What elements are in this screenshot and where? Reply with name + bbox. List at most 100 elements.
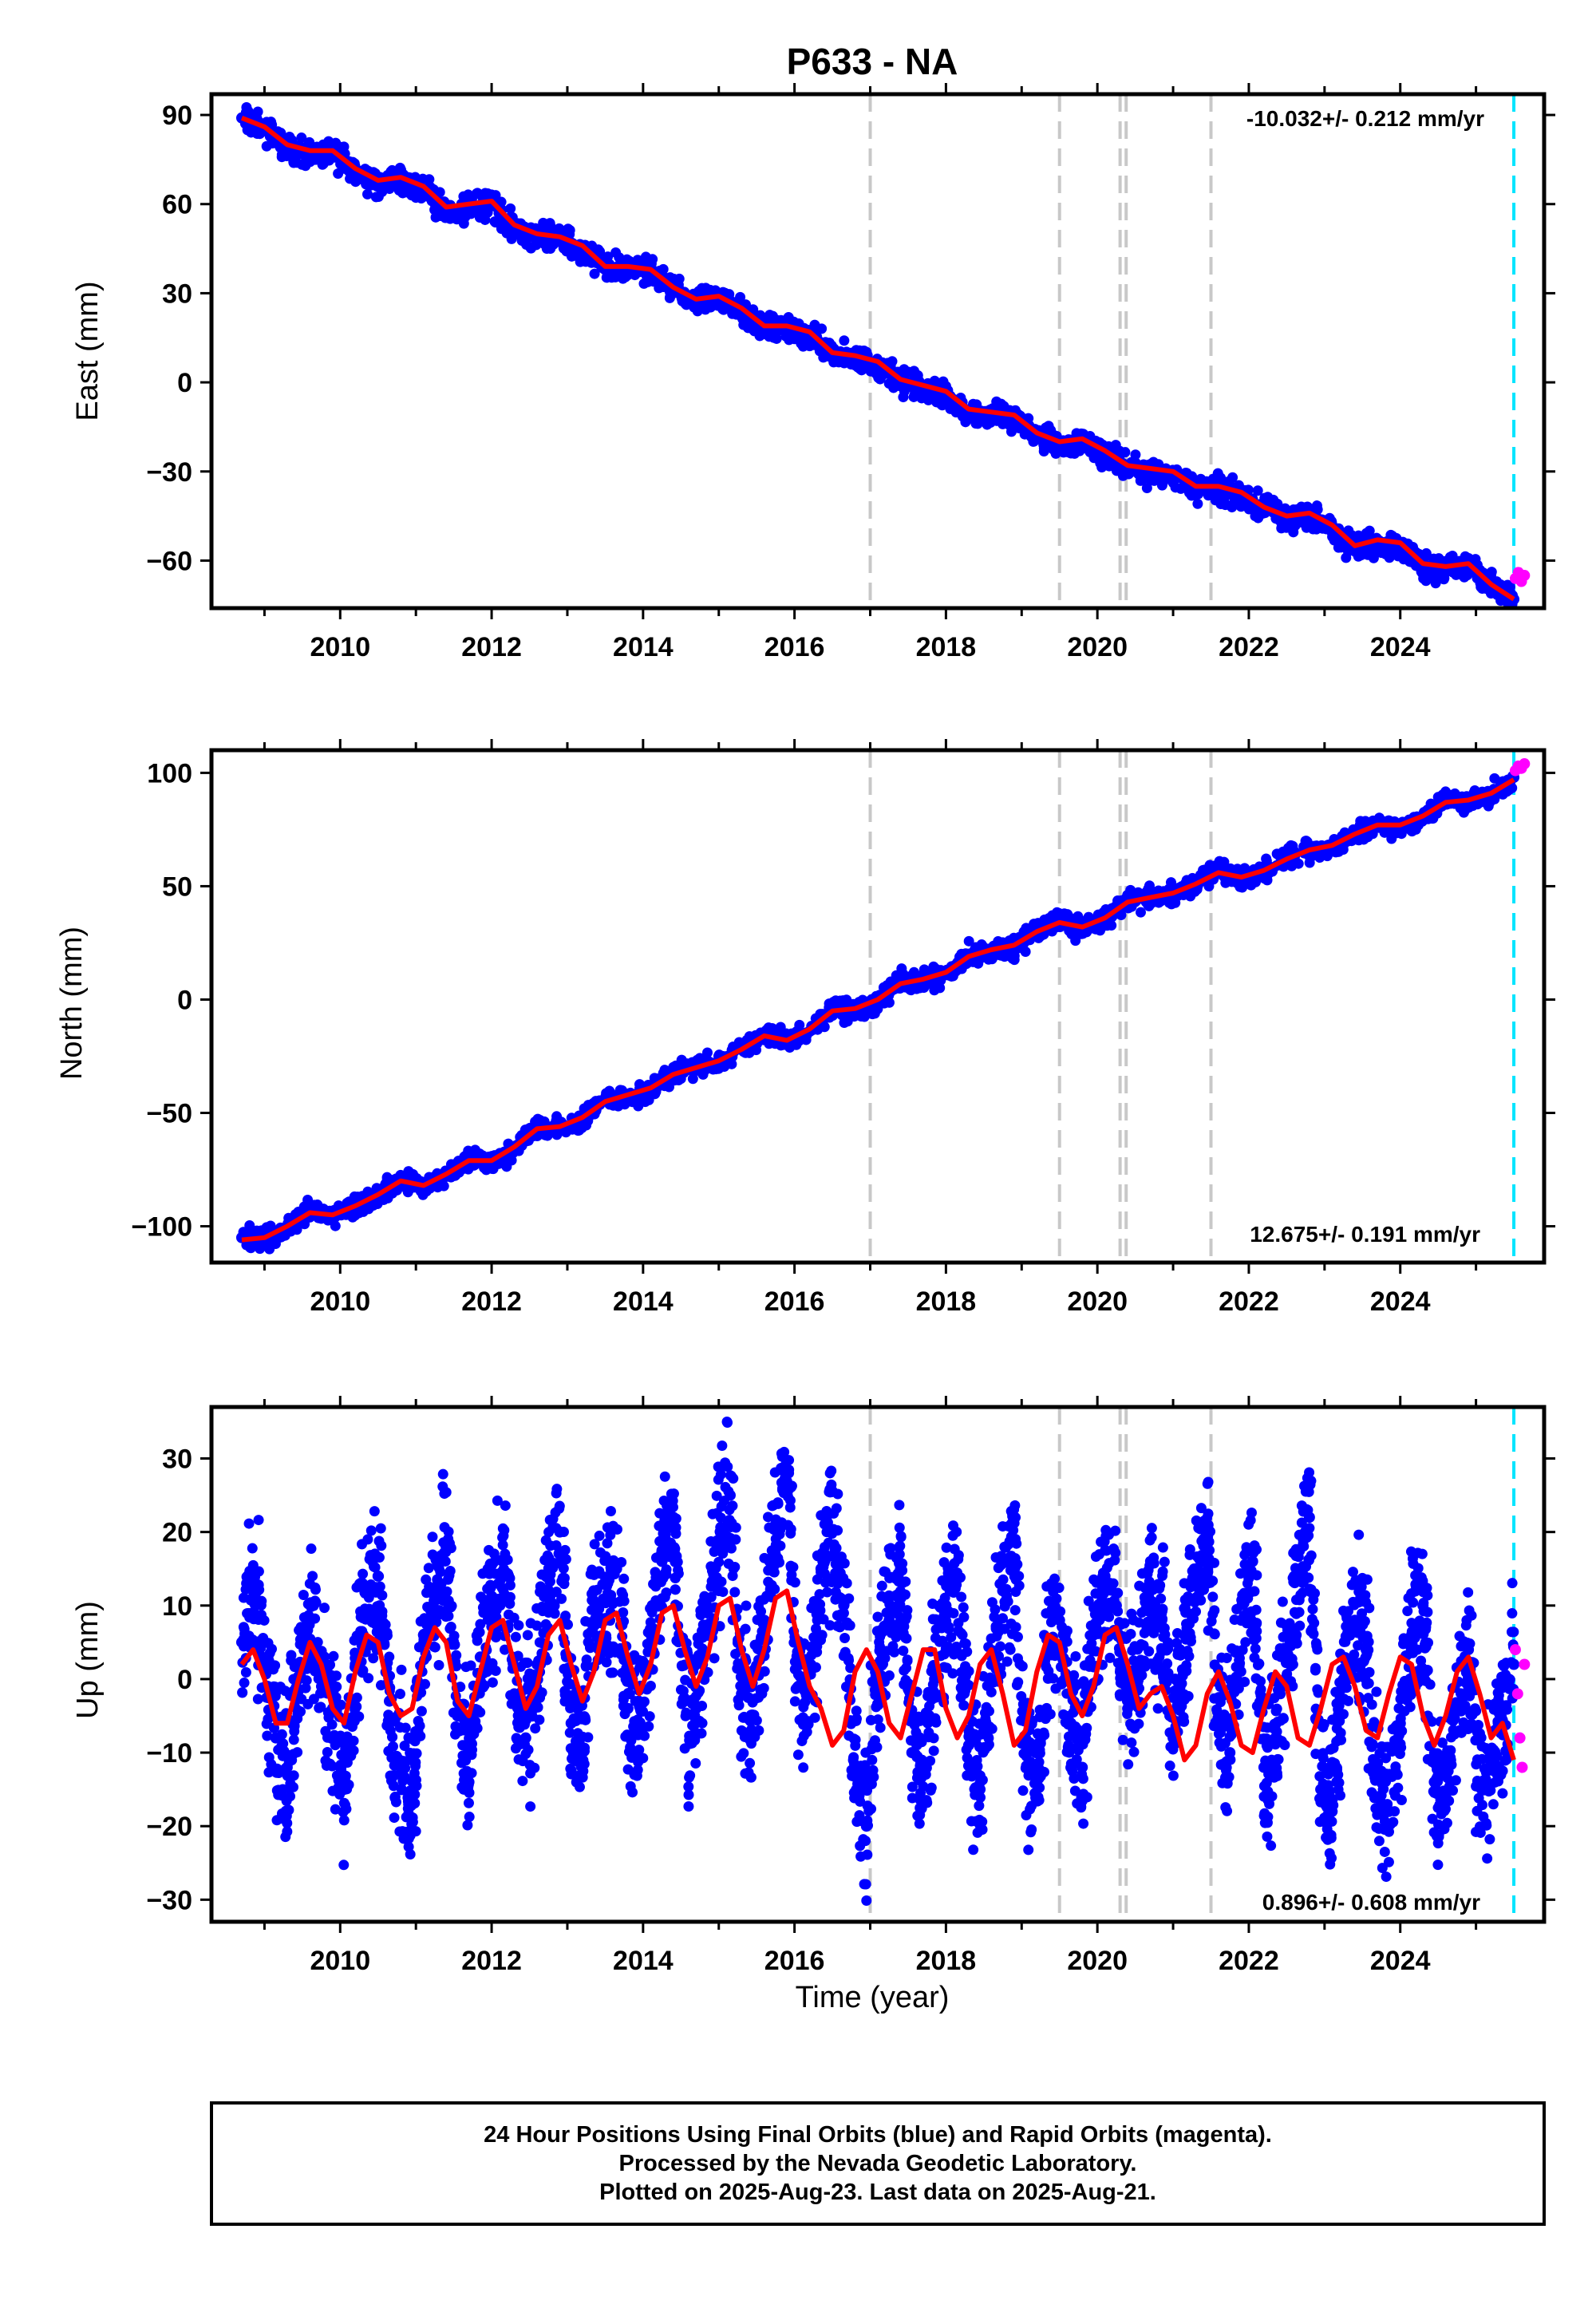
up-scatter-point [430, 1554, 441, 1565]
east-scatter-point [692, 306, 703, 317]
east-scatter-point [322, 137, 334, 148]
up-scatter-point [524, 1760, 535, 1771]
east-y-tick-label: −60 [146, 546, 192, 576]
up-scatter-point [531, 1620, 543, 1631]
up-scatter-point [475, 1618, 486, 1630]
north-scatter-point [1286, 840, 1297, 851]
east-scatter-point [855, 363, 866, 374]
east-y-tick-label: −30 [146, 457, 192, 488]
east-scatter-point [362, 188, 373, 200]
east-scatter-point [971, 399, 982, 410]
up-scatter-point [411, 1780, 422, 1792]
east-x-tick-label: 2014 [613, 632, 674, 662]
east-x-tick-label: 2010 [310, 632, 370, 662]
east-scatter-point [1227, 502, 1238, 513]
east-scatter-point [647, 254, 658, 265]
up-scatter-point [396, 1664, 407, 1675]
up-scatter-point [295, 1706, 306, 1717]
up-scatter-point [466, 1738, 477, 1749]
north-y-tick-label: 0 [177, 985, 192, 1015]
east-scatter-point [727, 308, 738, 319]
up-scatter-point [271, 1686, 282, 1697]
east-scatter-point [1133, 468, 1144, 480]
up-scatter-point [403, 1833, 414, 1844]
east-x-tick-label: 2024 [1370, 632, 1431, 662]
up-scatter-point [292, 1747, 303, 1758]
north-scatter-point [405, 1184, 416, 1195]
north-scatter-point [918, 964, 930, 975]
up-scatter-point [429, 1642, 440, 1653]
up-scatter-point [263, 1650, 274, 1661]
up-scatter-point [243, 1518, 255, 1529]
up-scatter-point [295, 1622, 306, 1633]
east-scatter-point [873, 372, 884, 383]
north-scatter-point [1507, 782, 1518, 793]
up-scatter-point [437, 1468, 448, 1480]
north-scatter-point [963, 935, 974, 947]
east-scatter-point [429, 204, 440, 215]
east-scatter-point [424, 174, 435, 185]
up-scatter-point [532, 1701, 543, 1713]
east-scatter-point [858, 346, 869, 357]
up-scatter-point [380, 1619, 391, 1630]
up-scatter-point [375, 1523, 386, 1534]
up-scatter-point [464, 1787, 475, 1798]
up-scatter-point [373, 1552, 385, 1563]
up-scatter-point [338, 1815, 350, 1826]
east-scatter-point [738, 319, 749, 330]
east-rapid-orbit-point [1519, 570, 1531, 582]
up-scatter-point [351, 1701, 362, 1712]
up-scatter-point [288, 1734, 299, 1745]
east-scatter-point [922, 394, 934, 405]
up-scatter-point [500, 1644, 511, 1655]
up-scatter-point [490, 1632, 501, 1643]
up-scatter-point [285, 1791, 296, 1802]
up-scatter-point [340, 1743, 351, 1754]
chart-title: P633 - NA [787, 41, 958, 82]
east-x-tick-label: 2016 [764, 632, 825, 662]
up-scatter-point [326, 1719, 338, 1730]
up-scatter-point [377, 1590, 388, 1601]
up-scatter-point [237, 1687, 248, 1698]
up-scatter-point [476, 1591, 487, 1603]
north-scatter-point [608, 1100, 619, 1111]
east-scatter-point [1311, 524, 1322, 535]
up-scatter-point [306, 1543, 317, 1555]
up-scatter-point [310, 1595, 321, 1607]
up-scatter-point [520, 1749, 531, 1760]
up-scatter-point [487, 1677, 498, 1688]
up-scatter-point [399, 1741, 410, 1752]
east-scatter-point [1334, 540, 1345, 551]
up-scatter-point [477, 1602, 488, 1613]
up-scatter-point [522, 1658, 533, 1669]
up-scatter-point [500, 1593, 511, 1604]
east-scatter-point [457, 209, 468, 220]
up-scatter-point [338, 1860, 350, 1871]
up-scatter-point [510, 1631, 521, 1642]
north-y-tick-label: 100 [147, 758, 192, 788]
up-scatter-point [363, 1673, 374, 1684]
north-scatter-point [842, 1016, 853, 1027]
up-scatter-point [433, 1660, 444, 1671]
east-scatter-point [1038, 443, 1049, 454]
north-scatter-point [934, 982, 946, 994]
up-scatter-point [394, 1689, 405, 1700]
up-scatter-point [427, 1531, 438, 1543]
up-scatter-point [500, 1500, 511, 1512]
east-x-tick-label: 2012 [461, 632, 522, 662]
north-scatter-point [244, 1219, 255, 1231]
north-scatter-point [794, 1019, 805, 1030]
east-scatter-point [386, 164, 397, 176]
up-scatter-point [377, 1610, 388, 1621]
east-scatter-point [505, 203, 516, 214]
up-scatter-point [385, 1717, 396, 1729]
up-scatter-point [298, 1590, 309, 1601]
east-scatter-point [1215, 499, 1227, 510]
north-scatter-point [867, 1009, 878, 1020]
up-scatter-point [314, 1702, 325, 1713]
north-scatter-point [973, 958, 984, 969]
north-scatter-point [1135, 907, 1146, 918]
up-scatter-point [327, 1785, 338, 1796]
east-scatter-point [1192, 498, 1203, 509]
